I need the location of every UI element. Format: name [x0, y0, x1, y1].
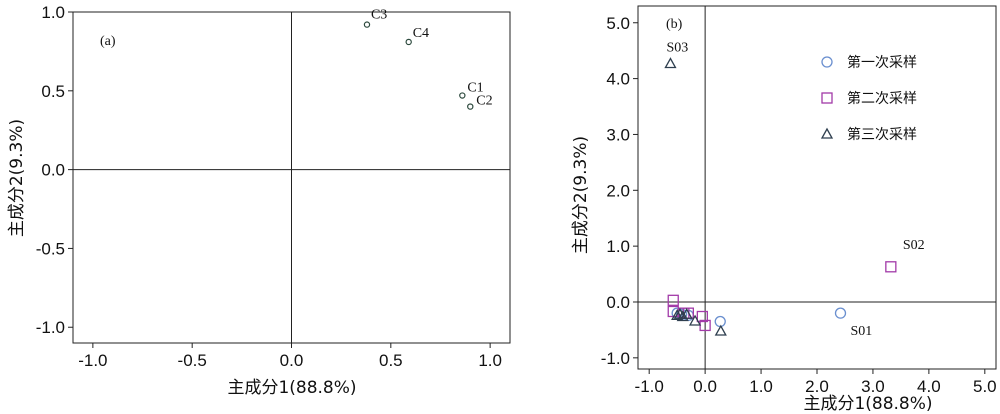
panel-a-point-label: C1 — [467, 81, 483, 96]
panel-0-x-tick-label: -0.5 — [178, 351, 207, 370]
panel-b-point-label: S03 — [666, 41, 688, 56]
panel-b-y-axis-label: 主成分2(9.3%) — [571, 136, 591, 254]
panel-0-x-tick-label: 0.0 — [280, 351, 304, 370]
panel-0-y-tick-label: -1.0 — [36, 318, 65, 337]
legend-entry: 第三次采样 — [847, 126, 917, 143]
panel-1-x-tick-label: 0.0 — [693, 377, 717, 396]
panel-b-point-circle — [834, 307, 847, 319]
panel-b-point-label: S01 — [850, 324, 872, 339]
panel-0-y-tick-label: -0.5 — [36, 239, 65, 258]
panel-a-point-label: C3 — [371, 8, 387, 23]
panel-b-point-triangle — [688, 314, 702, 326]
panel-0-y-tick-label: 1.0 — [41, 3, 65, 22]
panel-b-point-triangle — [714, 324, 727, 336]
legend-entry: 第一次采样 — [847, 54, 917, 71]
legend-entry: 第二次采样 — [847, 90, 917, 107]
panel-1-y-tick-label: 2.0 — [606, 181, 630, 200]
panel-1-x-tick-label: -1.0 — [635, 377, 664, 396]
panel-a-y-axis-label: 主成分2(9.3%) — [7, 119, 27, 237]
panel-1-y-tick-label: 3.0 — [606, 125, 630, 144]
panel-1-x-tick-label: 2.0 — [805, 377, 829, 396]
panel-1-x-tick-label: 5.0 — [973, 377, 997, 396]
panel-b-frame — [637, 5, 997, 370]
panel-0-x-tick-label: 0.5 — [379, 351, 403, 370]
legend-marker-triangle — [820, 127, 834, 139]
panel-b: (b) 主成分1(88.8%) 主成分2(9.3%) -1.0 0.0 1.0 2.0… — [571, 5, 997, 414]
panel-a-point — [467, 103, 474, 110]
panel-0-x-tick-label: -1.0 — [78, 351, 107, 370]
panel-a-point — [363, 21, 371, 28]
panel-1-y-tick-label: -1.0 — [601, 349, 630, 368]
panel-a-point — [459, 92, 466, 99]
panel-b-point-triangle — [676, 310, 689, 322]
panel-b-label: (b) — [666, 17, 683, 32]
panel-a-point-label: C4 — [413, 26, 429, 41]
panel-a-point-label: C2 — [476, 94, 492, 109]
panel-0-y-tick-label: 0.0 — [41, 161, 65, 180]
panel-b-point-triangle — [673, 307, 687, 319]
panel-b-point-triangle — [671, 309, 684, 321]
panel-1-x-tick-label: 4.0 — [917, 377, 941, 396]
panel-a-label: (a) — [100, 34, 116, 49]
panel-a: (a) 主成分1(88.8%) 主成分2(9.3%) -1.0 -0.5 0.0 0.… — [7, 3, 511, 398]
panel-1-y-tick-label: 4.0 — [606, 70, 630, 89]
panel-0-x-tick-label: 1.0 — [478, 351, 502, 370]
panel-a-x-axis-label: 主成分1(88.8%) — [227, 378, 356, 398]
panel-b-point-circle — [714, 315, 726, 328]
panel-b-point-label: S02 — [903, 238, 925, 253]
panel-b-point-triangle — [680, 307, 693, 319]
panel-1-x-tick-label: 3.0 — [861, 377, 885, 396]
panel-1-y-tick-label: 5.0 — [606, 14, 630, 33]
panel-b-point-square — [696, 310, 708, 323]
panel-a-point — [405, 38, 412, 46]
panel-1-y-tick-label: 0.0 — [606, 293, 630, 312]
panel-0-y-tick-label: 0.5 — [41, 82, 65, 101]
legend-marker-circle — [821, 56, 833, 68]
legend-marker-square — [821, 92, 833, 104]
panel-b-point-square — [667, 294, 679, 306]
panel-1-x-tick-label: 1.0 — [749, 377, 773, 396]
panel-b-point-square — [885, 261, 897, 273]
panel-1-y-tick-label: 1.0 — [606, 237, 630, 256]
panel-b-x-axis-label: 主成分1(88.8%) — [803, 394, 932, 414]
panel-b-point-triangle — [664, 57, 677, 69]
